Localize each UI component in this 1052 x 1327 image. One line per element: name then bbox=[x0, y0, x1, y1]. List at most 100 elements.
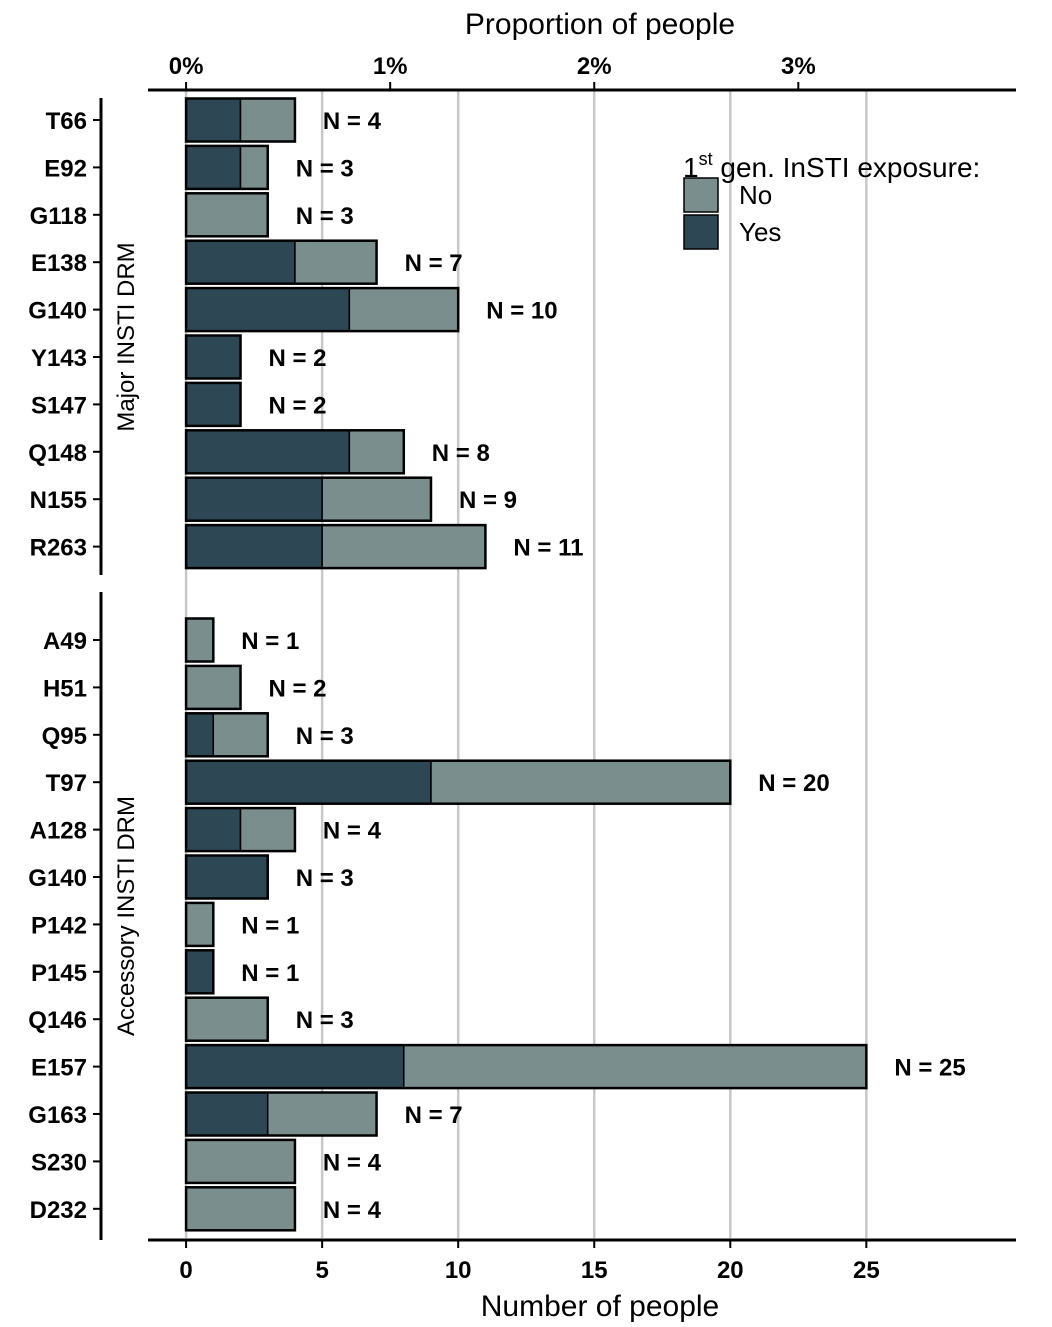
bar-outline bbox=[184, 806, 297, 853]
category-label: A49 bbox=[43, 628, 87, 655]
bar-outline bbox=[184, 617, 215, 663]
bar-no bbox=[185, 1186, 296, 1232]
bar-yes bbox=[185, 476, 323, 522]
category-label: N155 bbox=[30, 487, 87, 514]
bar-yes bbox=[185, 807, 242, 852]
n-label: N = 3 bbox=[296, 723, 354, 750]
legend-title: 1st gen. InSTI exposure: bbox=[683, 149, 980, 183]
n-label: N = 20 bbox=[758, 770, 829, 797]
top-axis-tick-label: 1% bbox=[373, 53, 408, 80]
bar-outline bbox=[184, 1043, 868, 1090]
top-axis-tick-label: 0% bbox=[169, 53, 204, 80]
bar-no bbox=[239, 97, 296, 143]
bar-outline bbox=[184, 949, 215, 995]
chart-panels: Major INSTI DRM T66 N = 4 E92 N = 3 G118 N = 3… bbox=[28, 97, 966, 1240]
n-label: N = 3 bbox=[296, 203, 354, 230]
n-label: N = 1 bbox=[241, 912, 299, 939]
category-label: R263 bbox=[30, 535, 87, 562]
bar-outline bbox=[184, 1091, 378, 1137]
bar-outline bbox=[184, 996, 269, 1042]
bar-no bbox=[185, 996, 269, 1042]
bar-yes bbox=[185, 712, 215, 758]
bar-yes bbox=[185, 239, 296, 285]
n-label: N = 9 bbox=[459, 487, 517, 514]
bottom-axis-tick-label: 25 bbox=[853, 1257, 880, 1284]
n-label: N = 7 bbox=[405, 250, 463, 277]
category-label: P145 bbox=[31, 960, 87, 987]
bar-outline bbox=[184, 97, 297, 143]
n-label: N = 2 bbox=[269, 392, 327, 419]
n-label: N = 7 bbox=[405, 1102, 463, 1129]
n-label: N = 8 bbox=[432, 440, 490, 467]
bar-outline bbox=[184, 286, 460, 333]
category-label: D232 bbox=[30, 1197, 87, 1224]
category-label: Q146 bbox=[28, 1007, 87, 1034]
category-label: E138 bbox=[31, 250, 87, 277]
category-label: H51 bbox=[43, 675, 87, 702]
bar-no bbox=[403, 1044, 868, 1089]
bottom-axis-tick-label: 20 bbox=[717, 1257, 744, 1284]
bar-no bbox=[321, 524, 487, 569]
bar-outline bbox=[184, 429, 406, 475]
category-label: A128 bbox=[30, 818, 87, 845]
bar-yes bbox=[185, 145, 242, 190]
category-label: S147 bbox=[31, 392, 87, 419]
category-label: T66 bbox=[46, 108, 87, 135]
bar-outline bbox=[184, 523, 487, 570]
bar-outline bbox=[184, 239, 378, 285]
top-axis-tick-label: 3% bbox=[781, 53, 816, 80]
panel-title: Accessory INSTI DRM bbox=[113, 796, 140, 1036]
bar-no bbox=[348, 429, 405, 475]
bottom-axis-tick-label: 10 bbox=[445, 1257, 472, 1284]
panel-major: Major INSTI DRM T66 N = 4 E92 N = 3 G118 N = 3… bbox=[28, 97, 583, 575]
category-label: S230 bbox=[31, 1149, 87, 1176]
panel-accessory: Accessory INSTI DRM A49 N = 1 H51 N = 2 Q95 N … bbox=[28, 592, 966, 1240]
bar-outline bbox=[184, 1138, 297, 1185]
category-label: E157 bbox=[31, 1055, 87, 1082]
n-label: N = 2 bbox=[269, 345, 327, 372]
bar-no bbox=[239, 145, 269, 190]
bottom-axis-tick-label: 15 bbox=[581, 1257, 608, 1284]
category-label: G118 bbox=[30, 203, 87, 230]
top-axis-title: Proportion of people bbox=[465, 8, 735, 41]
legend-label-yes: Yes bbox=[739, 217, 781, 247]
bar-outline bbox=[184, 854, 269, 900]
n-label: N = 3 bbox=[296, 1007, 354, 1034]
bar-yes bbox=[185, 949, 215, 995]
bar-outline bbox=[184, 144, 269, 191]
bar-no bbox=[321, 476, 432, 522]
n-label: N = 4 bbox=[323, 1197, 382, 1224]
legend-label-no: No bbox=[739, 180, 772, 210]
bar-no bbox=[185, 902, 215, 947]
bar-yes bbox=[185, 382, 242, 427]
bar-no bbox=[430, 759, 732, 805]
bar-yes bbox=[185, 429, 351, 475]
bar-yes bbox=[185, 854, 269, 900]
bar-outline bbox=[184, 901, 215, 948]
category-label: T97 bbox=[46, 770, 87, 797]
legend-swatch-no bbox=[683, 177, 719, 213]
bar-no bbox=[185, 665, 242, 710]
category-label: Y143 bbox=[31, 345, 87, 372]
category-label: E92 bbox=[44, 155, 87, 182]
bar-no bbox=[185, 192, 269, 238]
n-label: N = 1 bbox=[241, 628, 299, 655]
bar-yes bbox=[185, 287, 351, 332]
bar-outline bbox=[184, 664, 242, 711]
category-label: P142 bbox=[31, 912, 87, 939]
bar-outline bbox=[184, 334, 242, 380]
top-axis-tick-label: 2% bbox=[577, 53, 612, 80]
n-label: N = 3 bbox=[296, 865, 354, 892]
n-label: N = 25 bbox=[894, 1055, 965, 1082]
bar-no bbox=[212, 712, 269, 758]
n-label: N = 4 bbox=[323, 1149, 382, 1176]
category-label: G163 bbox=[28, 1102, 87, 1129]
n-label: N = 2 bbox=[269, 675, 327, 702]
bar-no bbox=[185, 617, 215, 663]
n-label: N = 1 bbox=[241, 960, 299, 987]
panel-title: Major INSTI DRM bbox=[113, 242, 140, 431]
bottom-axis-title: Number of people bbox=[481, 1290, 719, 1323]
category-label: G140 bbox=[28, 298, 87, 325]
n-label: N = 11 bbox=[513, 535, 583, 562]
